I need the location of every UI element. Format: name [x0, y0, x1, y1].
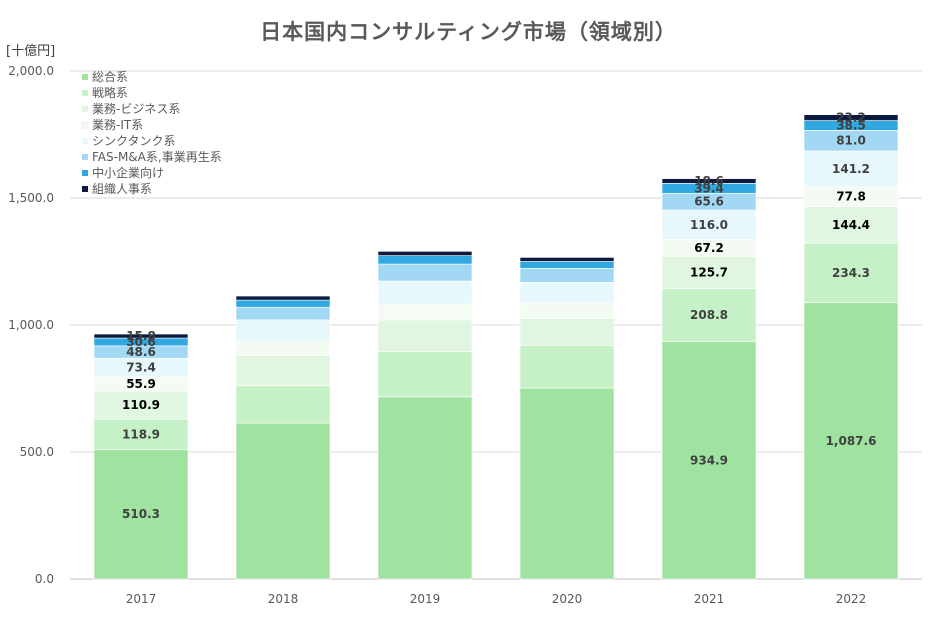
data-label: 77.8	[836, 190, 866, 204]
bar-segment	[377, 396, 473, 580]
data-label: 125.7	[690, 266, 728, 280]
bar-segment	[519, 302, 615, 319]
bar-segment	[93, 418, 189, 450]
data-label: 39.4	[694, 181, 724, 195]
axes: 0.0 500.0 1,000.0 1,500.0 2,000.0 2017 2018 201…	[8, 64, 922, 606]
x-tick-label: 2021	[694, 592, 725, 606]
data-label: 81.0	[836, 134, 866, 148]
bar-segment	[803, 302, 899, 580]
data-label: 73.4	[126, 360, 156, 374]
legend-swatch	[82, 74, 88, 80]
bar-segment	[519, 282, 615, 303]
y-tick-label: 1,000.0	[8, 318, 54, 332]
bar-segment	[661, 256, 757, 289]
legend-label: 組織人事系	[92, 182, 152, 196]
bar-segment	[235, 355, 331, 386]
data-label: 208.8	[690, 308, 728, 322]
data-label: 67.2	[694, 241, 724, 255]
bar-segment	[377, 351, 473, 398]
data-label: 1,087.6	[826, 434, 877, 448]
legend-swatch	[82, 170, 88, 176]
data-label: 118.9	[122, 427, 160, 441]
data-label: 38.5	[836, 118, 866, 132]
bar-segment	[519, 261, 615, 269]
bar-segment	[235, 422, 331, 580]
chart-title: 日本国内コンサルティング市場（領域別）	[260, 20, 677, 44]
bar-segment	[519, 257, 615, 262]
bars	[93, 114, 899, 580]
bar-segment	[661, 209, 757, 240]
y-tick-label: 500.0	[20, 445, 54, 459]
data-label: 18.6	[694, 174, 724, 188]
bar-segment	[93, 449, 189, 580]
legend-swatch	[82, 90, 88, 96]
data-label: 234.3	[832, 266, 870, 280]
gridlines	[70, 70, 922, 453]
bar-segment	[661, 288, 757, 342]
y-tick-label: 0.0	[35, 572, 54, 586]
x-tick-label: 2017	[126, 592, 157, 606]
legend-label: 総合系	[92, 69, 128, 84]
data-label: 141.2	[832, 162, 870, 176]
legend-swatch	[82, 106, 88, 112]
bar-segment	[235, 295, 331, 301]
bar-segment	[377, 280, 473, 305]
bar-segment	[235, 340, 331, 356]
x-tick-label: 2018	[268, 592, 299, 606]
data-label: 30.6	[126, 335, 156, 349]
data-label: 510.3	[122, 507, 160, 521]
legend-label: 業務-IT系	[92, 118, 143, 132]
legend-label: 戦略系	[92, 85, 128, 100]
y-tick-label: 1,500.0	[8, 191, 54, 205]
bar-segment	[519, 345, 615, 389]
data-label: 48.6	[126, 345, 156, 359]
bar-segment	[377, 255, 473, 265]
bar-segment	[377, 303, 473, 321]
bar-segment	[803, 114, 899, 121]
data-label: 110.9	[122, 398, 160, 412]
bar-segment	[377, 251, 473, 256]
bar-segment	[235, 306, 331, 321]
data-label: 144.4	[832, 218, 870, 232]
bar-segment	[519, 387, 615, 580]
data-label: 15.8	[126, 329, 156, 343]
bar-segment	[661, 341, 757, 580]
bar-segment	[519, 268, 615, 283]
bar-segment	[377, 319, 473, 352]
legend-swatch	[82, 154, 88, 160]
bar-segment	[661, 178, 757, 184]
data-labels: 510.3 118.9 110.9 55.9 73.448.630.615.8 934.9…	[122, 111, 876, 522]
data-label: 55.9	[126, 377, 156, 391]
legend-label: FAS-M&A系,事業再生系	[92, 150, 222, 164]
legend-swatch	[82, 186, 88, 192]
x-tick-label: 2019	[410, 592, 441, 606]
legend-label: 中小企業向け	[92, 165, 164, 180]
legend-label: 業務-ビジネス系	[92, 102, 180, 116]
bar-segment	[377, 263, 473, 282]
x-tick-label: 2020	[552, 592, 583, 606]
data-label: 65.6	[694, 195, 724, 209]
bar-segment	[803, 206, 899, 244]
bar-segment	[93, 333, 189, 339]
legend-label: シンクタンク系	[92, 134, 176, 148]
legend-swatch	[82, 138, 88, 144]
data-label: 23.2	[836, 111, 866, 125]
bar-segment	[519, 318, 615, 346]
data-label: 934.9	[690, 453, 728, 467]
bar-segment	[235, 299, 331, 308]
x-tick-label: 2022	[836, 592, 867, 606]
bar-segment	[235, 319, 331, 342]
y-tick-label: 2,000.0	[8, 64, 54, 78]
legend-swatch	[81, 121, 89, 129]
bar-segment	[803, 242, 899, 304]
unit-label: [十億円]	[6, 44, 56, 59]
bar-segment	[803, 150, 899, 188]
bar-segment	[235, 385, 331, 424]
bar-segment	[93, 390, 189, 420]
data-label: 116.0	[690, 218, 728, 232]
